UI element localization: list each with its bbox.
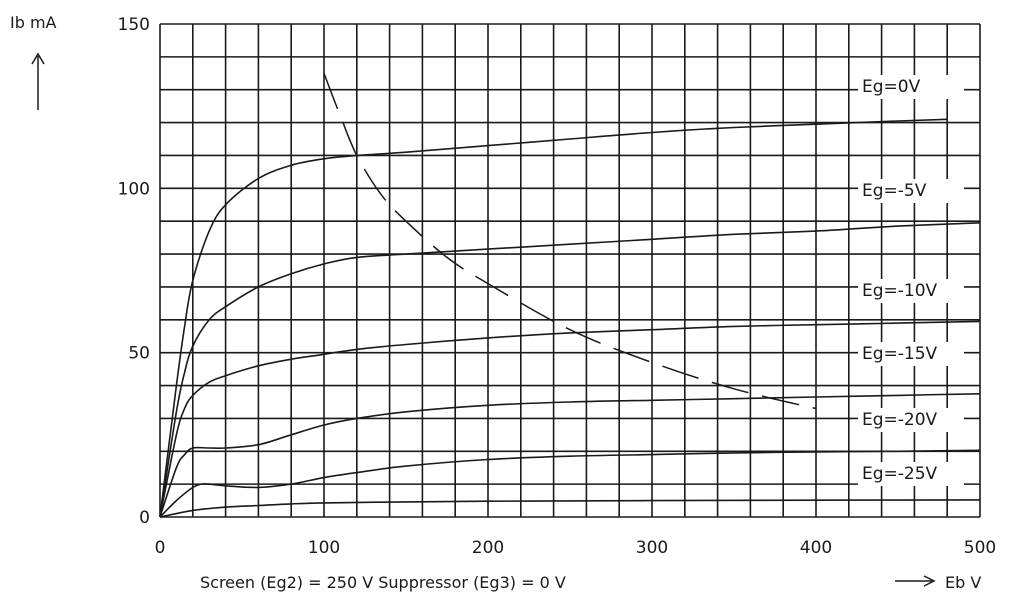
y-axis-arrow-icon <box>31 52 45 110</box>
load-line <box>323 73 817 410</box>
x-tick-label: 300 <box>636 538 668 558</box>
x-tick-label: 400 <box>800 538 832 558</box>
x-axis-arrow-icon <box>895 575 936 587</box>
x-axis-unit-label: Eb V <box>945 573 981 592</box>
x-axis-title: Screen (Eg2) = 250 V Suppressor (Eg3) = … <box>200 573 566 592</box>
series-label-background <box>858 462 964 486</box>
series-label-background <box>858 279 964 303</box>
series-label: Eg=-10V <box>862 281 938 301</box>
series-label: Eg=-25V <box>862 464 938 484</box>
series-line <box>159 320 981 518</box>
grid <box>159 23 981 518</box>
y-tick-labels: 0 50 100 150 <box>118 15 150 528</box>
y-tick-label: 150 <box>118 15 150 35</box>
x-tick-label: 500 <box>964 538 996 558</box>
series-line <box>159 499 981 518</box>
y-tick-label: 100 <box>118 179 150 199</box>
y-axis-title: Ib mA <box>10 13 57 32</box>
series-label: Eg=-20V <box>862 410 938 430</box>
series-line <box>159 222 981 518</box>
x-tick-label: 0 <box>155 538 166 558</box>
curve-labels: Eg=0V Eg=-5V Eg=-10V Eg=-15V Eg=-20V Eg=-25V <box>858 75 964 486</box>
x-tick-label: 100 <box>308 538 340 558</box>
x-tick-labels: 0 100 200 300 400 500 <box>155 538 997 558</box>
y-tick-label: 0 <box>139 508 150 528</box>
series-label-background <box>858 179 964 203</box>
x-tick-label: 200 <box>472 538 504 558</box>
curves <box>159 118 981 518</box>
series-label: Eg=-5V <box>862 181 927 201</box>
series-line <box>159 449 981 518</box>
y-tick-label: 50 <box>128 344 150 364</box>
series-label-background <box>858 408 964 432</box>
series-label-background <box>858 75 964 99</box>
series-label: Eg=-15V <box>862 344 938 364</box>
series-label-background <box>858 342 964 366</box>
series-label: Eg=0V <box>862 77 921 97</box>
